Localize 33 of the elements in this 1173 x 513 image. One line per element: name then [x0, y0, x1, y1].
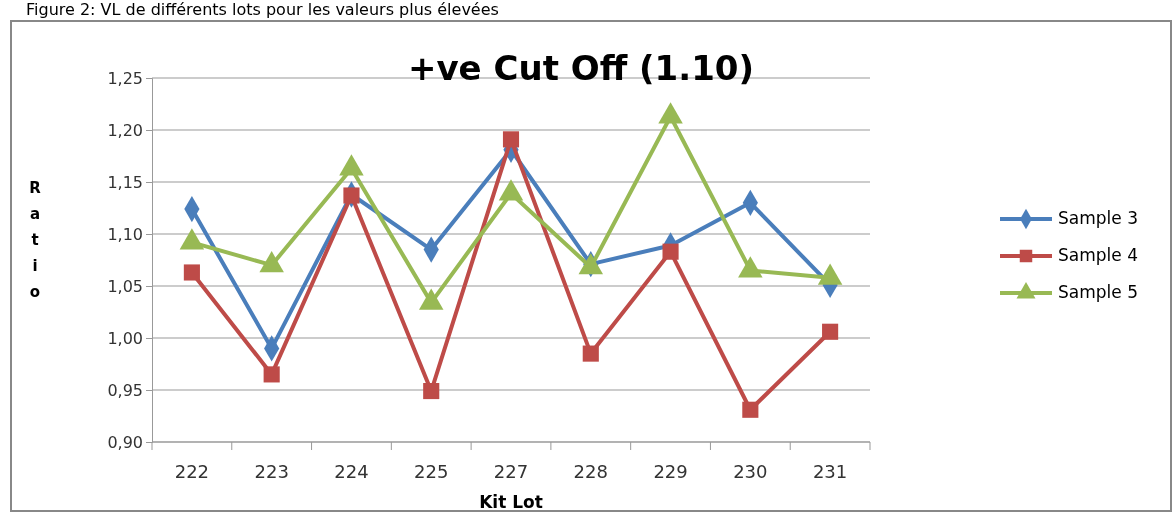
y-tick-label: 0,95: [107, 380, 143, 400]
y-tick-label: 1,15: [107, 172, 143, 192]
x-tick-label: 223: [254, 461, 289, 482]
x-tick-label: 227: [493, 461, 529, 482]
point: [343, 187, 360, 204]
legend-label: Sample 3: [1058, 208, 1138, 228]
x-tick-label: 222: [174, 461, 210, 482]
x-tick-label: 225: [414, 461, 449, 482]
caption: Figure 2: VL de différents lots pour les valeurs plus élevées: [26, 0, 499, 19]
chart-title: +ve Cut Off (1.10): [407, 48, 755, 88]
x-tick-label: 228: [573, 461, 608, 482]
y-tick-label: 0,90: [107, 432, 143, 452]
point: [502, 131, 520, 148]
y-axis-title: Ratio: [29, 179, 42, 301]
legend-label: Sample 4: [1058, 245, 1138, 265]
x-tick-label: 224: [334, 461, 369, 482]
y-tick-label: 1,00: [107, 328, 143, 348]
point: [183, 264, 200, 281]
point: [423, 382, 440, 400]
point: [742, 401, 759, 418]
y-tick-label: 1,20: [107, 120, 143, 140]
y-tick-label: 1,05: [107, 276, 143, 296]
point: [662, 243, 679, 260]
y-tick-label: 1,10: [107, 224, 143, 244]
x-tick-label: 230: [733, 461, 768, 482]
x-axis-title: Kit Lot: [479, 492, 543, 512]
x-tick-label: 229: [653, 461, 688, 482]
point: [822, 323, 839, 340]
x-tick-label: 231: [812, 461, 848, 482]
point: [263, 366, 280, 383]
legend-label: Sample 5: [1058, 282, 1138, 302]
y-tick-label: 1,25: [107, 68, 143, 88]
point: [582, 345, 599, 362]
